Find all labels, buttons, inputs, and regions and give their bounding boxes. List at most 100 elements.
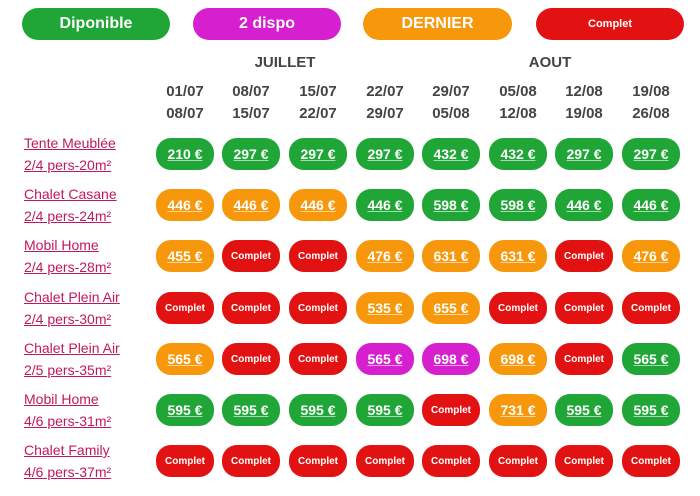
price-pill[interactable]: 446 €	[156, 189, 214, 221]
price-pill[interactable]: 432 €	[422, 138, 480, 170]
price-pill[interactable]: 595 €	[289, 394, 347, 426]
price-pill[interactable]: 297 €	[555, 138, 613, 170]
price-pill[interactable]: 698 €	[422, 343, 480, 375]
pill-text: 595 €	[633, 402, 669, 418]
status-complet-pill: Complet	[489, 445, 547, 477]
pill-text: 297 €	[633, 146, 669, 162]
accommodation-link[interactable]: Mobil Home 2/4 pers-28m²	[24, 234, 150, 278]
pill-text: 446 €	[167, 197, 203, 213]
pill-text: 595 €	[566, 402, 602, 418]
pill-text: Complet	[365, 455, 405, 467]
pill-text: 210 €	[167, 146, 203, 162]
pill-text: Complet	[298, 302, 338, 314]
week-header: 05/08 12/08	[485, 81, 551, 125]
pill-text: 297 €	[566, 146, 602, 162]
legend-dispo: Diponible	[22, 8, 170, 40]
pill-text: 595 €	[167, 402, 203, 418]
accommodation-link[interactable]: Chalet Plein Air 2/5 pers-35m²	[24, 337, 150, 381]
pill-text: Complet	[564, 353, 604, 365]
price-pill[interactable]: 297 €	[289, 138, 347, 170]
pill-text: Complet	[631, 455, 671, 467]
month-juillet: JUILLET	[254, 54, 316, 71]
pill-text: Complet	[298, 353, 338, 365]
accommodation-name: Chalet Casane	[24, 186, 117, 202]
pill-text: 297 €	[367, 146, 403, 162]
pill-text: Complet	[298, 455, 338, 467]
legend-deux: 2 dispo	[193, 8, 341, 40]
price-pill[interactable]: 565 €	[356, 343, 414, 375]
pill-text: Complet	[231, 455, 271, 467]
price-pill[interactable]: 655 €	[422, 292, 480, 324]
price-pill[interactable]: 595 €	[622, 394, 680, 426]
price-pill[interactable]: 446 €	[356, 189, 414, 221]
price-pill[interactable]: 455 €	[156, 240, 214, 272]
price-pill[interactable]: 698 €	[489, 343, 547, 375]
price-pill[interactable]: 476 €	[356, 240, 414, 272]
price-pill[interactable]: 297 €	[356, 138, 414, 170]
status-complet-pill: Complet	[555, 343, 613, 375]
week-start: 08/07	[232, 83, 270, 100]
price-pill[interactable]: 446 €	[555, 189, 613, 221]
pill-text: 631 €	[500, 248, 536, 264]
price-pill[interactable]: 446 €	[289, 189, 347, 221]
pill-text: Complet	[298, 250, 338, 262]
week-end: 08/07	[166, 105, 204, 122]
price-pill[interactable]: 297 €	[622, 138, 680, 170]
pill-text: 476 €	[633, 248, 669, 264]
status-complet-pill: Complet	[289, 240, 347, 272]
price-pill[interactable]: 598 €	[489, 189, 547, 221]
status-complet-pill: Complet	[489, 292, 547, 324]
status-complet-pill: Complet	[356, 445, 414, 477]
price-pill[interactable]: 565 €	[622, 343, 680, 375]
price-pill[interactable]: 297 €	[222, 138, 280, 170]
accommodation-link[interactable]: Tente Meublée 2/4 pers-20m²	[24, 132, 150, 176]
status-complet-pill: Complet	[289, 445, 347, 477]
pill-text: 535 €	[367, 300, 403, 316]
pill-text: Complet	[564, 455, 604, 467]
pill-text: 455 €	[167, 248, 203, 264]
pill-text: 598 €	[500, 197, 536, 213]
price-pill[interactable]: 598 €	[422, 189, 480, 221]
price-pill[interactable]: 595 €	[156, 394, 214, 426]
price-pill[interactable]: 631 €	[422, 240, 480, 272]
month-aout: AOUT	[528, 54, 572, 71]
price-pill[interactable]: 476 €	[622, 240, 680, 272]
accommodation-link[interactable]: Mobil Home 4/6 pers-31m²	[24, 388, 150, 432]
price-pill[interactable]: 446 €	[222, 189, 280, 221]
price-pill[interactable]: 595 €	[222, 394, 280, 426]
price-pill[interactable]: 731 €	[489, 394, 547, 426]
week-end: 29/07	[366, 105, 404, 122]
price-pill[interactable]: 595 €	[356, 394, 414, 426]
week-start: 15/07	[299, 83, 337, 100]
status-complet-pill: Complet	[222, 343, 280, 375]
accommodation-link[interactable]: Chalet Casane 2/4 pers-24m²	[24, 183, 150, 227]
pill-text: 297 €	[233, 146, 269, 162]
week-start: 01/07	[166, 83, 204, 100]
pill-text: 698 €	[433, 351, 469, 367]
status-complet-pill: Complet	[289, 343, 347, 375]
accommodation-name: Tente Meublée	[24, 135, 116, 151]
price-pill[interactable]: 432 €	[489, 138, 547, 170]
week-header: 29/07 05/08	[418, 81, 484, 125]
pill-text: 595 €	[233, 402, 269, 418]
pill-text: Complet	[564, 250, 604, 262]
accommodation-link[interactable]: Chalet Plein Air 2/4 pers-30m²	[24, 286, 150, 330]
pill-text: 595 €	[367, 402, 403, 418]
week-start: 22/07	[366, 83, 404, 100]
status-complet-pill: Complet	[622, 292, 680, 324]
pill-text: 432 €	[433, 146, 469, 162]
price-pill[interactable]: 446 €	[622, 189, 680, 221]
price-pill[interactable]: 210 €	[156, 138, 214, 170]
accommodation-capacity: 2/4 pers-28m²	[24, 259, 112, 275]
legend-complet: Complet	[536, 8, 684, 40]
price-pill[interactable]: 535 €	[356, 292, 414, 324]
legend-dernier: DERNIER	[363, 8, 512, 40]
price-pill[interactable]: 631 €	[489, 240, 547, 272]
accommodation-link[interactable]: Chalet Family 4/6 pers-37m²	[24, 439, 150, 483]
price-pill[interactable]: 595 €	[555, 394, 613, 426]
pill-text: 631 €	[433, 248, 469, 264]
pill-text: 595 €	[300, 402, 336, 418]
price-pill[interactable]: 565 €	[156, 343, 214, 375]
pill-text: 565 €	[167, 351, 203, 367]
week-end: 26/08	[632, 105, 670, 122]
